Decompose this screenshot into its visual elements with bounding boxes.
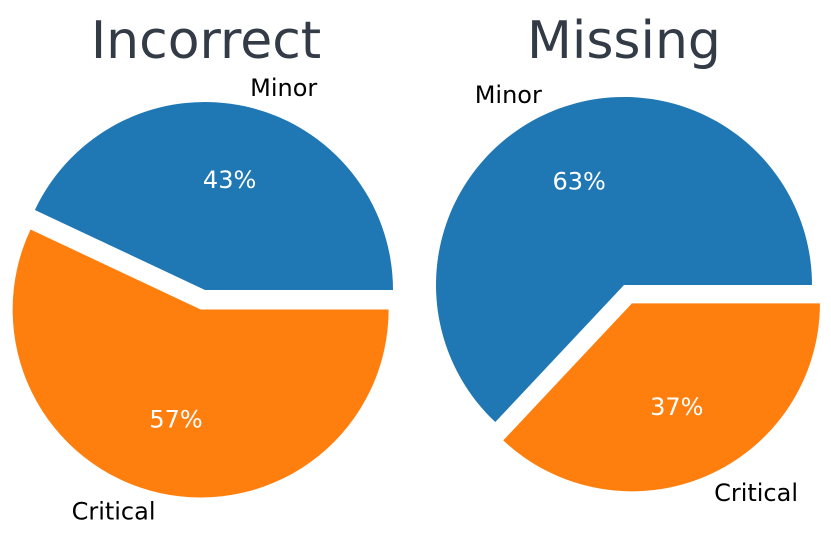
pie-slice-critical	[503, 303, 820, 492]
pie-slice-critical	[12, 229, 389, 498]
slice-percent-label: 37%	[650, 393, 703, 421]
slice-category-label: Critical	[72, 497, 156, 525]
pie-slice-minor	[34, 102, 393, 290]
slice-percent-label: 63%	[553, 167, 606, 195]
pie-slice-minor	[436, 96, 812, 423]
chart-title: Missing	[527, 11, 721, 71]
chart-title: Incorrect	[91, 11, 321, 71]
slice-category-label: Minor	[475, 81, 542, 109]
slice-percent-label: 43%	[203, 166, 256, 194]
slice-category-label: Critical	[714, 479, 798, 507]
slice-category-label: Minor	[250, 74, 317, 102]
slice-percent-label: 57%	[149, 406, 202, 434]
